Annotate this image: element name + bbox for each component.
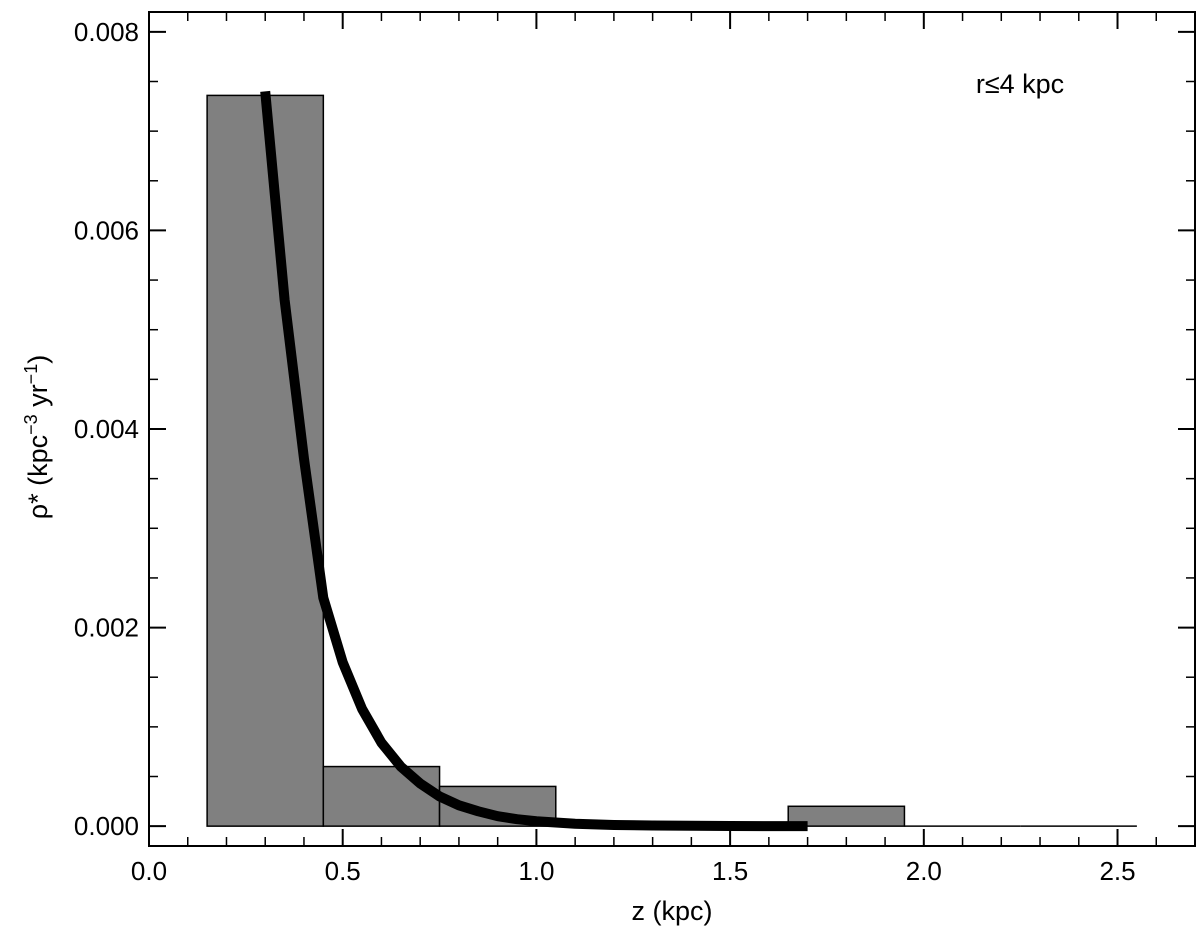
histogram-bar [322,765,441,827]
histogram-bars [206,94,1137,827]
fit-curve [260,90,808,832]
x-tick-label: 2.0 [906,856,942,886]
y-axis-label-sup1: −3 [21,414,41,435]
x-tick-label: 1.5 [712,856,748,886]
y-tick-label: 0.000 [74,811,139,841]
x-tick-label: 1.0 [518,856,554,886]
x-tick-label: 0.5 [325,856,361,886]
y-axis-label-end: ) [23,355,53,364]
y-axis-label-main: ρ* (kpc [23,435,53,519]
y-axis-label-sup2: −1 [21,364,41,385]
y-tick-label: 0.008 [74,17,139,47]
y-axis-label: ρ* (kpc−3 yr−1) [21,355,53,519]
y-tick-label: 0.004 [74,414,139,444]
plot-frame [148,11,1196,847]
annotation: r≤4 kpc [976,69,1064,99]
y-tick-label: 0.006 [74,215,139,245]
axis-tick-labels: 0.0 0.5 1.0 1.5 2.0 2.5 0.000 0.002 0.004 0.006 0.… [74,17,1136,886]
y-tick-label: 0.002 [74,613,139,643]
fit-curve-layer [260,90,808,832]
x-tick-label: 0.0 [131,856,167,886]
y-axis-label-mid: yr [23,384,53,414]
histogram-bar [787,805,906,827]
x-tick-label: 2.5 [1099,856,1135,886]
x-axis-label: z (kpc) [632,896,713,926]
